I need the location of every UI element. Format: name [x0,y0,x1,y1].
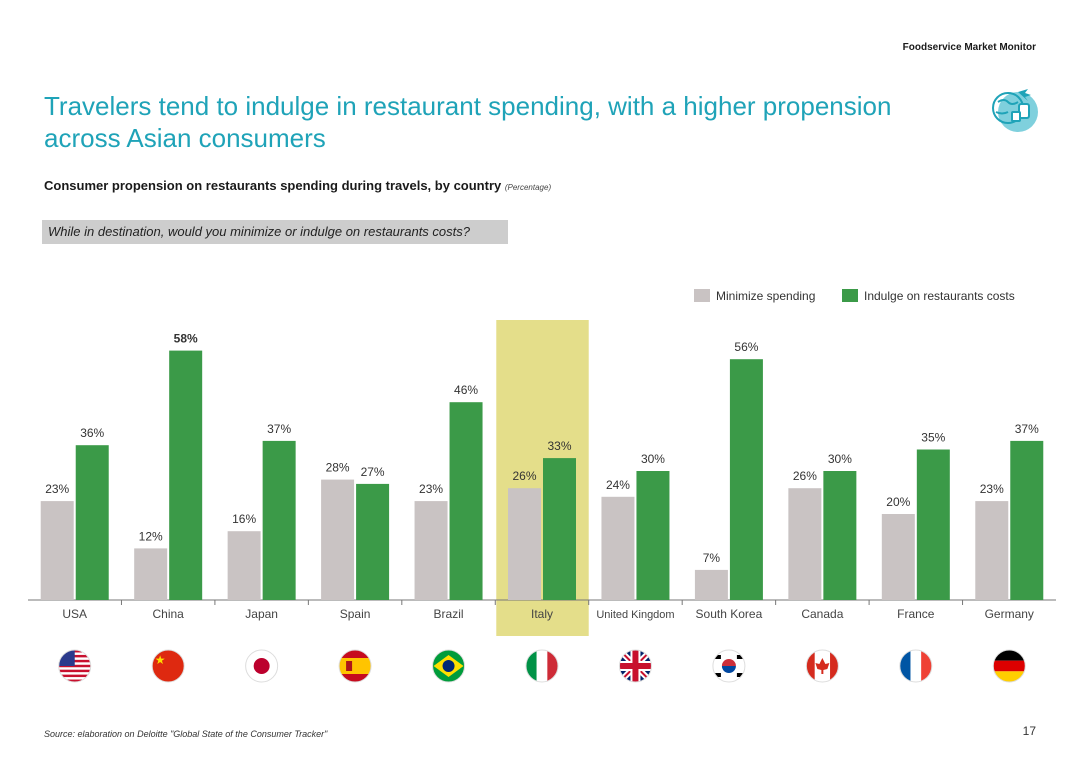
data-label: 30% [641,452,665,466]
legend: Minimize spending Indulge on restaurants … [694,289,1015,303]
bar-minimize-spain [321,479,355,600]
data-label: 7% [703,551,721,565]
data-label: 30% [828,452,852,466]
bar-indulge-italy [543,458,576,600]
italy-flag [526,650,558,682]
category-label: Germany [985,607,1034,621]
page-number: 17 [1022,724,1036,738]
data-label: 23% [45,482,69,496]
brazil-flag [432,650,465,682]
globe-travel-icon [992,89,1038,132]
category-label: Japan [245,607,278,621]
data-label: 35% [921,431,945,445]
bar-minimize-canada [788,488,822,600]
legend-label-minimize: Minimize spending [716,289,815,303]
category-label: Brazil [434,607,464,621]
canada-flag [806,650,839,682]
data-label: 23% [980,482,1004,496]
bar-chart: Minimize spending Indulge on restaurants … [28,289,1056,636]
data-label: 33% [547,439,571,453]
china-flag: ★ [152,650,185,682]
bar-minimize-japan [227,531,261,600]
category-label: Italy [531,607,553,621]
data-label: 27% [361,465,385,479]
data-label: 58% [174,332,198,346]
bar-indulge-france [916,449,950,600]
bar-indulge-spain [356,483,390,600]
legend-swatch-indulge [842,289,858,302]
legend-label-indulge: Indulge on restaurants costs [864,289,1015,303]
category-label: South Korea [696,607,763,621]
chart-subtitle: Consumer propension on restaurants spend… [44,178,551,193]
france-flag [899,650,932,682]
data-label: 26% [512,469,536,483]
category-label: Spain [340,607,371,621]
data-label: 36% [80,426,104,440]
bar-minimize-germany [975,501,1009,600]
category-label: Canada [801,607,843,621]
data-label: 23% [419,482,443,496]
data-label: 16% [232,512,256,526]
spain-flag [339,650,372,682]
bar-indulge-united-kingdom [636,471,670,600]
bar-indulge-japan [262,440,296,600]
bar-indulge-china [169,350,203,600]
bar-minimize-italy [508,488,541,600]
subtitle-text: Consumer propension on restaurants spend… [44,178,505,193]
bar-minimize-united-kingdom [601,496,635,600]
category-label: China [153,607,185,621]
category-label: USA [62,607,87,621]
brand-label: Foodservice Market Monitor [902,42,1036,53]
svg-text:★: ★ [155,653,166,667]
germany-flag [993,650,1026,682]
bar-indulge-usa [75,445,109,600]
bar-minimize-france [881,514,915,600]
page-title: Travelers tend to indulge in restaurant … [44,91,892,153]
bar-minimize-brazil [414,501,448,600]
bar-indulge-south-korea [729,359,763,600]
data-label: 20% [886,495,910,509]
legend-swatch-minimize [694,289,710,302]
bar-indulge-brazil [449,402,483,600]
category-label: United Kingdom [596,609,674,621]
data-label: 46% [454,383,478,397]
bar-minimize-china [134,548,168,600]
bar-indulge-canada [823,471,857,600]
uk-flag [619,650,652,682]
usa-flag [58,650,91,682]
bar-minimize-usa [40,501,74,600]
flag-row: ★ [58,649,1026,683]
data-label: 26% [793,469,817,483]
source-note: Source: elaboration on Deloitte "Global … [44,729,328,739]
bar-indulge-germany [1010,440,1044,600]
category-label: France [897,607,935,621]
bar-minimize-south-korea [694,569,728,600]
data-label: 37% [1015,422,1039,436]
data-label: 28% [326,461,350,475]
data-label: 56% [734,340,758,354]
data-label: 37% [267,422,291,436]
data-label: 12% [139,529,163,543]
japan-flag [245,650,278,682]
data-label: 24% [606,478,630,492]
subtitle-unit: (Percentage) [504,183,552,192]
south-korea-flag [712,650,745,682]
survey-question: While in destination, would you minimize… [42,220,508,244]
